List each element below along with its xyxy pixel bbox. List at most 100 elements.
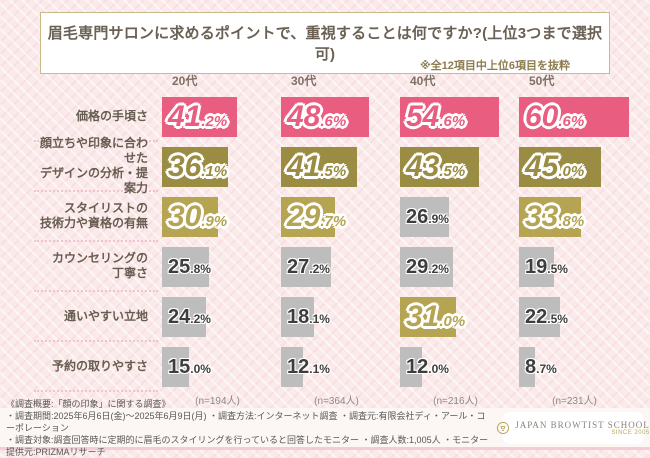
row-label-line: 丁寧さ <box>111 266 148 280</box>
sample-size-label: (n=194人) <box>195 396 240 407</box>
bar-cell: 29.2% <box>396 242 515 292</box>
value-integer: 60 <box>525 100 559 133</box>
value-decimal: .0% <box>439 313 466 330</box>
bar-cell: 30.9% <box>158 192 277 242</box>
row-label-line: 価格の手頃さ <box>75 108 148 123</box>
value-bar <box>281 197 335 237</box>
sample-size-label: (n=364人) <box>314 396 359 407</box>
bar-cell: 25.8% <box>158 242 277 292</box>
value-integer: 27 <box>287 256 310 278</box>
value-integer: 41 <box>287 150 321 183</box>
bar-cell: 60.6% <box>515 92 634 142</box>
value-decimal: .7% <box>320 213 347 230</box>
value-decimal: .5% <box>439 163 466 180</box>
value-label: 12.0% <box>406 347 449 387</box>
value-bar <box>281 247 331 287</box>
bar-cell: 41.5% <box>277 142 396 192</box>
value-decimal: .5% <box>547 262 568 276</box>
survey-line-3: ・調査対象:調査回答時に定期的に眉毛のスタイリングを行っていると回答したモニター… <box>6 434 489 457</box>
value-integer: 29 <box>406 256 429 278</box>
value-integer: 26 <box>406 206 429 228</box>
row-label: スタイリストの 技術力や資格の有無 <box>34 192 158 242</box>
value-decimal: .2% <box>201 113 228 130</box>
value-label: 27.2% <box>287 247 330 287</box>
row-label-line: スタイリストの <box>63 201 148 215</box>
value-label: 31.0% <box>406 297 465 337</box>
value-label: 60.6% <box>525 97 584 137</box>
value-bar <box>400 347 422 387</box>
value-bar <box>162 97 237 137</box>
value-bar <box>519 147 601 187</box>
value-integer: 54 <box>406 100 440 133</box>
value-integer: 12 <box>287 356 310 378</box>
value-label: 41.2% <box>168 97 227 137</box>
column-header-20代: 20代 <box>172 74 198 88</box>
value-decimal: .8% <box>190 262 211 276</box>
value-decimal: .2% <box>428 262 449 276</box>
value-bar <box>519 197 581 237</box>
row-label: 予約の取りやすさ <box>34 342 158 392</box>
value-bar <box>162 247 209 287</box>
row-label: カウンセリングの 丁寧さ <box>34 242 158 292</box>
value-decimal: .9% <box>428 212 449 226</box>
bar-cell: 33.8% <box>515 192 634 242</box>
logo-emblem-icon <box>497 421 510 434</box>
row-label: 価格の手頃さ <box>34 92 158 142</box>
value-label: 25.8% <box>168 247 211 287</box>
row-label-line: 顔立ちや印象に合わせた <box>39 136 148 165</box>
bar-cell: 22.5% <box>515 292 634 342</box>
bar-cell: 27.2% <box>277 242 396 292</box>
value-bar <box>400 197 449 237</box>
bar-cell: 12.0% <box>396 342 515 392</box>
value-decimal: .8% <box>558 213 585 230</box>
value-label: 12.1% <box>287 347 330 387</box>
footer: 《調査概要:「顔の印象」に関する調査》 ・調査期間:2025年6月6日(金)〜2… <box>0 399 650 457</box>
bar-cell: 45.0% <box>515 142 634 192</box>
value-decimal: .2% <box>190 312 211 326</box>
value-label: 29.2% <box>406 247 449 287</box>
value-label: 45.0% <box>525 147 584 187</box>
column-header-30代: 30代 <box>291 74 317 88</box>
bar-cell: 8.7% <box>515 342 634 392</box>
page-title: 眉毛専門サロンに求めるポイントで、重視することは何ですか?(上位3つまで選択可) <box>40 12 610 74</box>
value-integer: 41 <box>168 100 202 133</box>
value-integer: 18 <box>287 306 310 328</box>
value-decimal: .5% <box>320 163 347 180</box>
value-integer: 8 <box>525 356 537 378</box>
bar-cell: 15.0% <box>158 342 277 392</box>
value-decimal: .6% <box>558 113 585 130</box>
value-decimal: .9% <box>201 213 228 230</box>
bar-cell: 12.1% <box>277 342 396 392</box>
value-integer: 48 <box>287 100 321 133</box>
logo-text: JAPAN BROWTIST SCHOOL <box>515 419 650 430</box>
value-bar <box>281 97 369 137</box>
logo-subtext: SINCE 2005 <box>611 429 650 436</box>
value-bar <box>281 147 357 187</box>
value-label: 41.5% <box>287 147 346 187</box>
value-label: 48.6% <box>287 97 346 137</box>
value-decimal: .0% <box>190 362 211 376</box>
value-bar <box>162 197 218 237</box>
value-integer: 22 <box>525 306 548 328</box>
value-integer: 36 <box>168 150 202 183</box>
value-bar <box>162 297 206 337</box>
bar-cell: 18.1% <box>277 292 396 342</box>
value-decimal: .6% <box>320 113 347 130</box>
column-header-50代: 50代 <box>529 74 555 88</box>
grid-corner <box>34 72 158 92</box>
value-bar <box>162 347 189 387</box>
value-decimal: .1% <box>201 163 228 180</box>
value-decimal: .1% <box>309 362 330 376</box>
value-decimal: .0% <box>428 362 449 376</box>
value-label: 15.0% <box>168 347 211 387</box>
row-label-line: 予約の取りやすさ <box>51 358 148 373</box>
value-bar <box>400 297 456 337</box>
value-integer: 25 <box>168 256 191 278</box>
bar-cell: 43.5% <box>396 142 515 192</box>
row-label: 通いやすい立地 <box>34 292 158 342</box>
survey-line-2: ・調査期間:2025年6月6日(金)〜2025年6月9日(月) ・調査方法:イン… <box>6 410 486 433</box>
value-decimal: .2% <box>309 262 330 276</box>
sample-size-label: (n=216人) <box>433 396 478 407</box>
value-integer: 15 <box>168 356 191 378</box>
row-label-line: 通いやすい立地 <box>63 308 148 323</box>
